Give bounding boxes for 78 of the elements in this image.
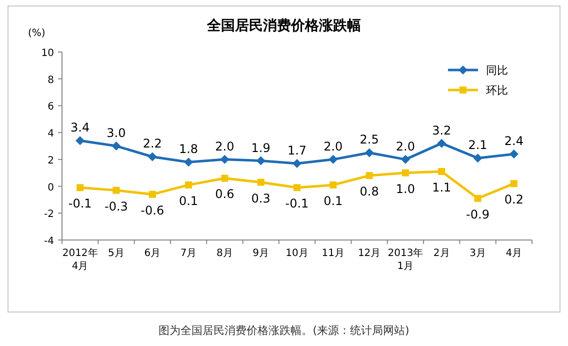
point [112,142,121,150]
data-label: 2.0 [324,139,343,154]
point [438,168,446,176]
data-label: 1.1 [432,180,452,195]
point [148,190,156,198]
x-tick-label: 5月 [108,248,124,259]
point [510,180,518,188]
legend-label: 同比 [486,64,508,77]
data-label: -0.1 [285,196,309,211]
x-tick-label: 2012年 4月 [62,247,98,272]
y-tick-label: 4 [48,128,54,140]
data-label: 2.5 [360,132,379,147]
x-tick-label: 12月 [358,248,381,259]
data-label: -0.6 [140,203,164,218]
y-tick-label: 2 [48,155,54,166]
data-label: 1.9 [251,140,270,155]
point [221,174,228,182]
x-tick-label: 10月 [286,248,308,259]
y-tick-label: 10 [41,48,54,59]
x-tick-label: 9月 [252,248,270,259]
point [112,186,120,194]
point [366,172,373,180]
data-label: 0.1 [178,194,198,208]
x-tick-label: 3月 [470,248,486,259]
data-label: -0.1 [68,196,92,211]
data-label: 1.0 [396,182,416,196]
point [402,169,409,176]
point [220,154,230,164]
y-tick-label: 0 [48,182,54,194]
point [473,154,482,163]
data-label: 2.0 [215,139,234,154]
data-label: 0.2 [504,192,524,207]
data-label: 3.0 [106,126,126,140]
x-tick-label: 2月 [433,248,450,259]
x-tick-label: 11月 [322,248,345,259]
x-tick-label: 4月 [506,248,522,259]
data-label: 2.0 [396,139,416,154]
point [364,148,374,158]
point [148,152,157,162]
point [76,184,84,192]
data-label: 0.1 [324,194,343,208]
text: 图为全国居民消费价格涨跌幅。(来源：统计局网站) [158,324,410,337]
point [400,154,410,164]
data-label: 3.4 [70,120,90,135]
data-label: 0.3 [251,191,270,206]
point [509,150,518,159]
chart-title: 全国居民消费价格涨跌幅 [206,18,361,34]
point [474,194,482,202]
legend-label: 环比 [486,84,508,97]
data-label: 2.1 [468,138,488,152]
x-tick-label: 6月 [144,248,161,259]
point [292,158,302,168]
point [437,138,446,148]
x-tick-label: 2013年 1月 [388,247,424,272]
y-tick-label: 6 [48,102,54,113]
point [257,178,264,186]
y-tick-label: 8 [48,74,54,86]
y-tick-label: -2 [44,209,54,220]
data-label: -0.9 [466,207,490,222]
point [330,181,337,188]
data-label: -0.3 [104,199,128,214]
point [185,181,192,188]
point [256,156,266,166]
y-axis-title: (%) [28,28,46,39]
point [328,154,338,164]
point [184,158,194,167]
point [76,136,85,146]
data-label: 2.4 [504,134,524,148]
data-label: 2.2 [142,136,162,151]
y-tick-label: -4 [44,236,54,247]
data-label: 1.8 [178,142,198,156]
data-label: 0.6 [215,187,234,202]
x-tick-label: 8月 [216,248,233,259]
x-tick-label: 7月 [180,248,197,259]
data-label: 1.7 [287,143,307,158]
data-label: 0.8 [360,184,379,199]
data-label: 3.2 [432,123,452,138]
point [294,184,300,192]
